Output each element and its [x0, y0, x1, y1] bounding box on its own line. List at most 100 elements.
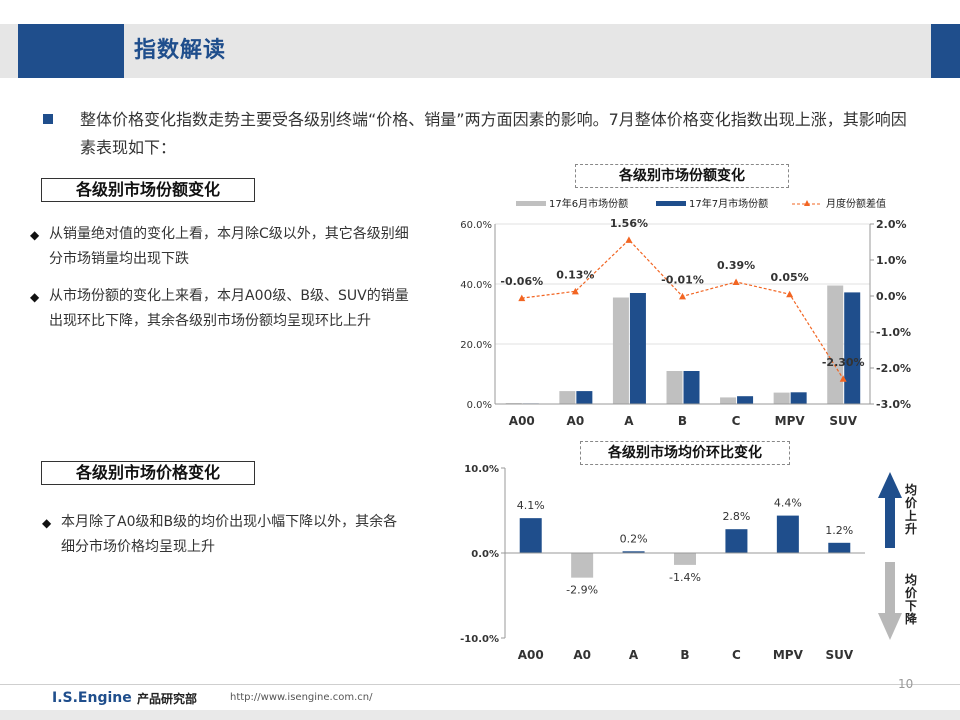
x-tick-label: C — [732, 648, 741, 662]
y2-tick-label: 2.0% — [876, 218, 907, 231]
diff-data-label: 0.05% — [771, 271, 809, 284]
price-change-bar — [674, 553, 696, 565]
y2-tick-label: 1.0% — [876, 254, 907, 267]
diff-data-label: -2.30% — [822, 356, 865, 369]
bar-july — [844, 292, 861, 404]
footer-divider — [0, 684, 960, 685]
share-chart: 17年6月市场份额 17年7月市场份额 月度份额差值 -0.06% 0.13% 1.56… — [460, 197, 911, 428]
footer-brand: I.S.Engine — [52, 690, 132, 706]
header-accent-right — [931, 24, 960, 78]
x-tick-label: MPV — [773, 648, 804, 662]
y-tick-label: 0.0% — [471, 549, 499, 560]
diamond-bullet-icon: ◆ — [30, 228, 40, 242]
legend-swatch-july — [656, 201, 686, 206]
chart1-title: 各级别市场份额变化 — [575, 164, 789, 188]
diff-data-label: -0.06% — [500, 275, 543, 288]
price-data-label: 1.2% — [825, 524, 853, 537]
price-data-label: 0.2% — [620, 532, 648, 545]
header-band — [0, 24, 960, 78]
page-number: 10 — [898, 677, 914, 691]
diff-point — [786, 290, 794, 298]
bar-june — [720, 397, 737, 404]
price-change-bar — [519, 518, 542, 553]
diff-data-label: 1.56% — [610, 217, 648, 230]
x-tick-label: B — [678, 414, 687, 428]
bar-july — [629, 293, 646, 404]
section-heading-share: 各级别市场份额变化 — [41, 178, 255, 202]
bar-june — [559, 391, 576, 404]
price-change-bar — [622, 551, 645, 553]
arrow-up-label: 均价上升 — [905, 483, 918, 536]
price-bullet-1: 本月除了A0级和B级的均价出现小幅下降以外，其余各细分市场价格均呈现上升 — [61, 514, 398, 555]
bar-july — [576, 391, 593, 404]
arrow-down-icon — [878, 562, 902, 640]
legend-label-diff: 月度份额差值 — [826, 197, 886, 210]
bar-july — [683, 371, 700, 404]
diff-line — [521, 238, 844, 380]
diamond-bullet-icon: ◆ — [30, 290, 40, 304]
price-chart: 4.1% -2.9% 0.2% -1.4% 2.8% 4.4% 1.2% -10.0% 0.0… — [460, 464, 865, 662]
price-data-label: 4.1% — [517, 499, 545, 512]
y2-tick-label: -2.0% — [876, 362, 911, 375]
diff-data-label: 0.13% — [556, 268, 594, 281]
y-tick-label: 20.0% — [460, 340, 492, 351]
share-bullet-2: 从市场份额的变化上来看，本月A00级、B级、SUV的销量出现环比下降，其余各级别… — [49, 288, 409, 329]
diff-data-label: 0.39% — [717, 259, 755, 272]
y2-tick-label: -1.0% — [876, 326, 911, 339]
section-heading-price: 各级别市场价格变化 — [41, 461, 255, 485]
legend-label-june: 17年6月市场份额 — [549, 197, 628, 210]
diff-point — [518, 294, 526, 302]
chart1-legend: 17年6月市场份额 17年7月市场份额 月度份额差值 — [516, 197, 886, 210]
bar-june — [666, 371, 683, 404]
y-tick-label: 60.0% — [460, 220, 492, 231]
price-data-label: -1.4% — [669, 571, 701, 584]
price-change-bar — [828, 542, 851, 553]
legend-marker-diff — [804, 200, 810, 206]
diff-point — [625, 236, 633, 243]
price-change-bar — [571, 553, 594, 578]
price-data-label: 4.4% — [774, 497, 802, 510]
bar-june — [773, 392, 790, 404]
x-tick-label: A0 — [573, 648, 591, 662]
y2-tick-label: 0.0% — [876, 290, 907, 303]
legend-swatch-june — [516, 201, 546, 206]
bar-july — [790, 392, 807, 404]
y-tick-label: 10.0% — [464, 464, 499, 475]
footer-department: 产品研究部 — [137, 692, 198, 706]
intro-text: 整体价格变化指数走势主要受各级别终端“价格、销量”两方面因素的影响。7月整体价格… — [80, 110, 907, 157]
x-tick-label: SUV — [825, 648, 853, 662]
x-tick-label: MPV — [775, 414, 806, 428]
arrow-down-label: 均价下降 — [905, 573, 918, 626]
chart2-title: 各级别市场均价环比变化 — [580, 441, 790, 465]
page-title: 指数解读 — [134, 38, 227, 63]
x-tick-label: C — [732, 414, 741, 428]
x-tick-label: B — [680, 648, 689, 662]
price-data-label: 2.8% — [722, 510, 750, 523]
diff-point — [571, 287, 579, 295]
footer-url[interactable]: http://www.isengine.com.cn/ — [230, 692, 373, 703]
price-direction-arrows — [878, 472, 902, 640]
legend-label-july: 17年7月市场份额 — [689, 197, 768, 210]
x-tick-label: A00 — [518, 648, 544, 662]
arrow-up-icon — [878, 472, 902, 548]
price-change-bar — [776, 515, 799, 553]
diff-point — [839, 375, 847, 382]
y2-tick-label: -3.0% — [876, 398, 911, 411]
square-bullet-icon — [43, 114, 53, 124]
diff-point — [732, 278, 740, 285]
share-bullet-1: 从销量绝对值的变化上看，本月除C级以外，其它各级别细分市场销量均出现下跌 — [49, 226, 409, 267]
diff-point — [679, 292, 686, 300]
y-tick-label: 0.0% — [467, 400, 492, 411]
y-tick-label: -10.0% — [460, 634, 499, 645]
price-data-label: -2.9% — [566, 584, 598, 597]
x-tick-label: A0 — [567, 414, 585, 428]
x-tick-label: SUV — [829, 414, 857, 428]
bar-june — [612, 297, 629, 404]
footer-bar — [0, 710, 960, 720]
bar-july — [737, 396, 754, 404]
x-tick-label: A — [629, 648, 639, 662]
x-tick-label: A00 — [509, 414, 535, 428]
bar-june — [827, 285, 844, 404]
price-change-bar — [725, 529, 748, 553]
diff-data-label: -0.01% — [661, 273, 704, 286]
